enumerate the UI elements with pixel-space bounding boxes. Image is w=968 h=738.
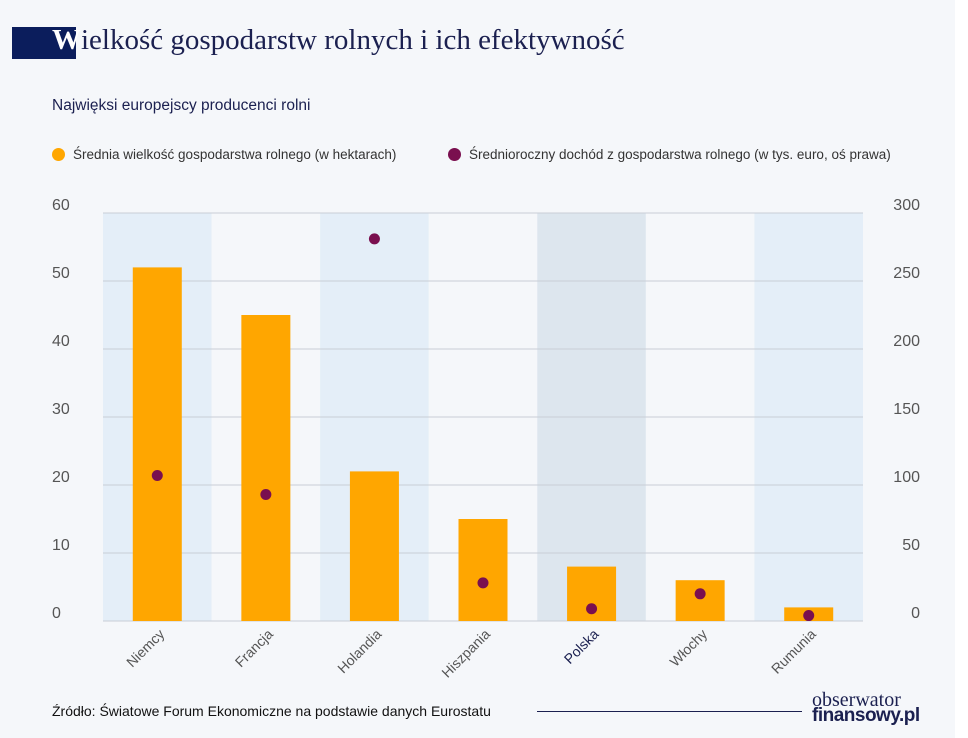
- dot-niemcy: [151, 469, 163, 481]
- y-left-tick-label: 0: [52, 605, 61, 622]
- x-tick-label: Holandia: [334, 626, 385, 677]
- y-left-tick-label: 50: [52, 265, 70, 282]
- legend-bar-marker: [52, 148, 65, 161]
- y-right-tick-label: 200: [893, 333, 920, 350]
- x-tick-label: Rumunia: [768, 626, 819, 677]
- bar-holandia: [349, 471, 399, 621]
- x-tick-label: Hiszpania: [438, 626, 493, 681]
- bar-niemcy: [132, 267, 182, 621]
- logo-line1: obserwator: [812, 689, 901, 711]
- y-left-tick-label: 10: [52, 537, 70, 554]
- legend-item-dots: Średnioroczny dochód z gospodarstwa roln…: [448, 147, 891, 162]
- y-left-tick-label: 20: [52, 469, 70, 486]
- page-title: Wielkość gospodarstw rolnych i ich efekt…: [52, 24, 625, 57]
- dot-włochy: [694, 588, 706, 600]
- title-first-letter: W: [52, 24, 81, 56]
- title-accent-block: [12, 27, 76, 59]
- bar-francja: [241, 315, 291, 621]
- dot-rumunia: [803, 610, 815, 622]
- legend-item-bars: Średnia wielkość gospodarstwa rolnego (w…: [52, 147, 396, 162]
- bar-włochy: [675, 580, 725, 621]
- dot-polska: [586, 603, 598, 615]
- x-tick-label: Francja: [232, 626, 276, 670]
- logo-line2: finansowy.pl: [812, 705, 920, 726]
- logo: obserwator finansowy.pl: [812, 689, 920, 726]
- x-tick-label: Niemcy: [123, 626, 167, 670]
- y-left-tick-label: 40: [52, 333, 70, 350]
- y-right-tick-label: 250: [893, 265, 920, 282]
- x-tick-label: Polska: [561, 626, 602, 667]
- y-right-tick-label: 300: [893, 197, 920, 214]
- legend-dot-label: Średnioroczny dochód z gospodarstwa roln…: [469, 147, 891, 162]
- y-right-tick-label: 100: [893, 469, 920, 486]
- legend-bar-label: Średnia wielkość gospodarstwa rolnego (w…: [73, 147, 397, 162]
- dot-francja: [260, 489, 272, 501]
- y-right-tick-label: 150: [893, 401, 920, 418]
- chart-svg: 0 10 20 30 40 50 60 0 50 100 150 200 250 300 Niemcy Fra…: [52, 197, 920, 681]
- y-right-tick-label: 50: [902, 537, 920, 554]
- title-rest: ielkość gospodarstw rolnych i ich efekty…: [81, 24, 625, 56]
- y-left-tick-label: 60: [52, 197, 70, 214]
- y-left-tick-label: 30: [52, 401, 70, 418]
- dot-hiszpania: [477, 577, 489, 589]
- bar-hiszpania: [458, 519, 508, 621]
- source-note: Źródło: Światowe Forum Ekonomiczne na po…: [52, 703, 491, 719]
- x-tick-label: Włochy: [666, 626, 710, 670]
- legend-dot-marker: [448, 148, 461, 161]
- y-right-tick-label: 0: [911, 605, 920, 622]
- footer-divider: [537, 711, 802, 712]
- dot-holandia: [368, 233, 380, 245]
- chart-subtitle: Najwięksi europejscy producenci rolni: [52, 97, 311, 114]
